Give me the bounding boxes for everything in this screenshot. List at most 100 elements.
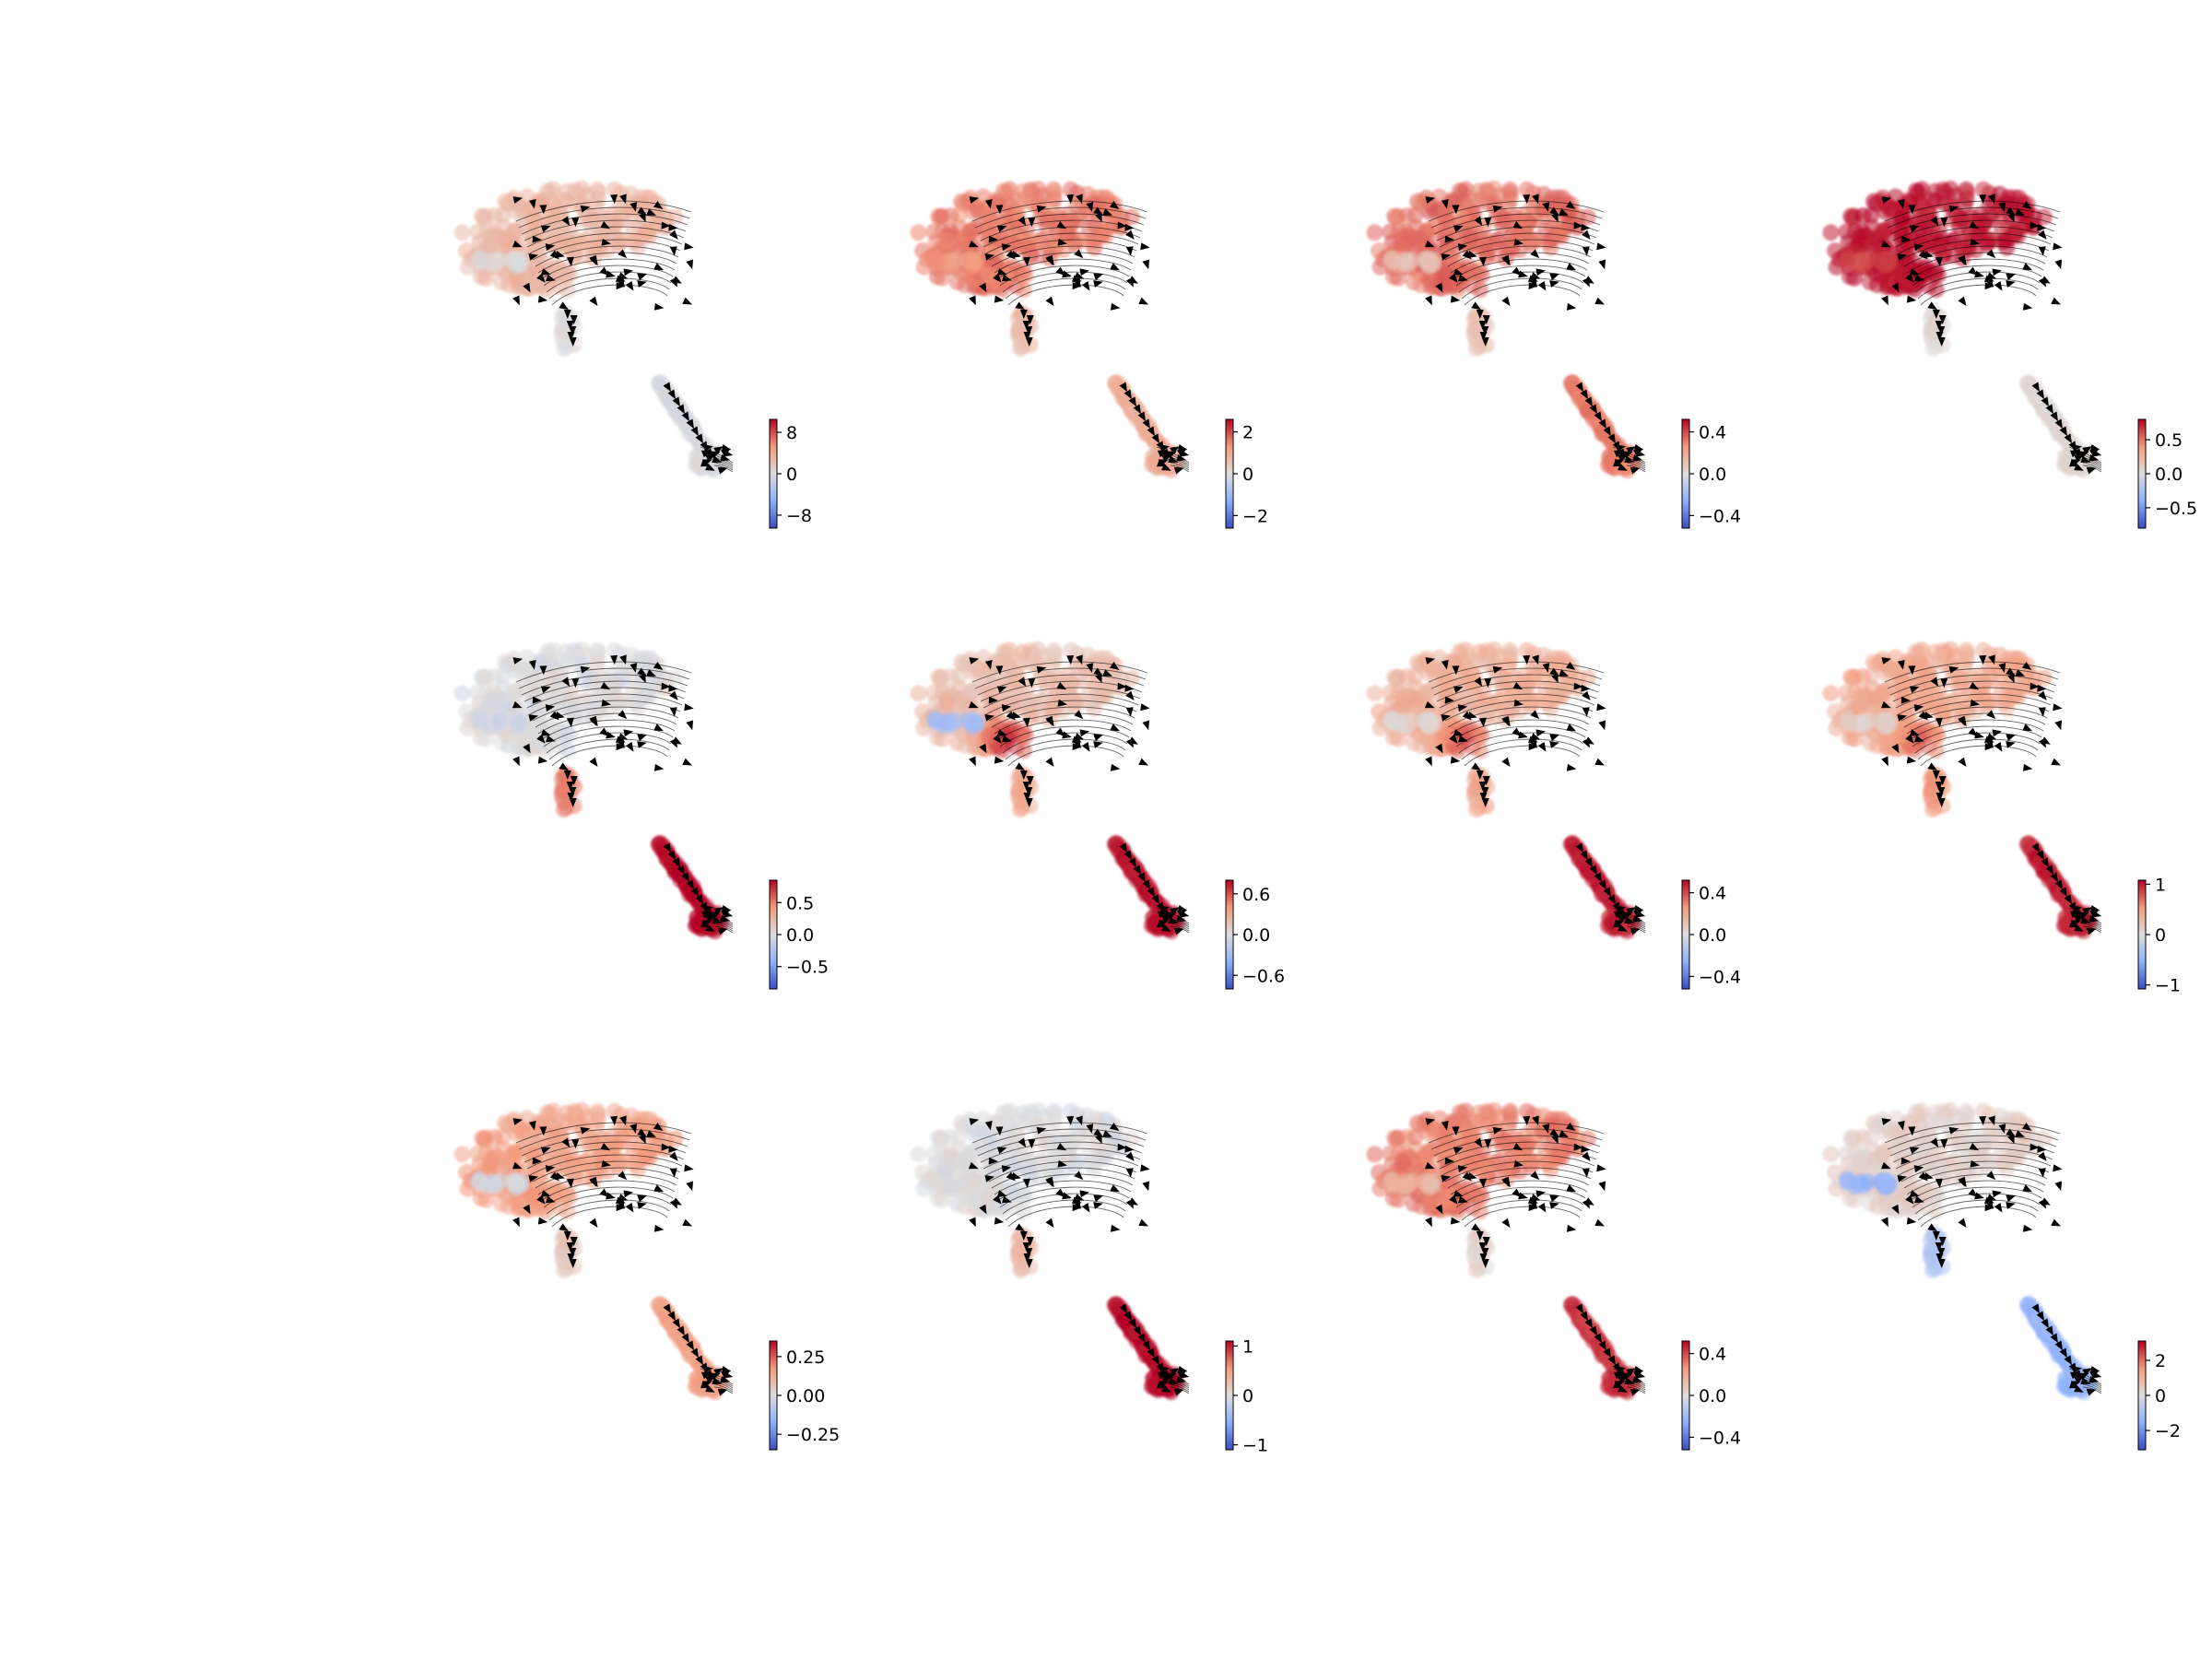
streamline (1458, 271, 1584, 293)
velocity-arrow (700, 450, 712, 458)
velocity-arrow (1147, 426, 1155, 437)
panel-r2-c1: 0.50.0−0.5 (453, 641, 829, 990)
velocity-arrow (606, 270, 616, 278)
velocity-arrow (1881, 295, 1888, 306)
cell-point (1893, 208, 1911, 226)
cell-point (469, 223, 487, 241)
colorbar-tick-label: 0.5 (2155, 430, 2183, 451)
velocity-arrow (686, 259, 694, 270)
cell-point (1383, 712, 1401, 729)
cell-point (1927, 281, 1945, 299)
cell-point (1421, 712, 1439, 730)
velocity-arrow (2006, 273, 2017, 281)
cell-point (942, 207, 959, 224)
colorbar: 0.40.0−0.4 (1681, 418, 1741, 529)
velocity-arrow (1535, 268, 1547, 276)
cell-point (471, 251, 488, 268)
colorbar-tick-label: 0.0 (1699, 925, 1726, 946)
cell-point (1009, 326, 1027, 344)
velocity-arrow (1582, 276, 1590, 288)
cell-point (1822, 685, 1840, 702)
velocity-arrow (1125, 707, 1134, 717)
velocity-arrow (994, 295, 1005, 303)
velocity-arrow (1492, 205, 1503, 213)
velocity-arrow (1549, 734, 1560, 742)
cell-point (1005, 235, 1022, 253)
velocity-arrow (1001, 243, 1012, 252)
cell-point (1486, 180, 1503, 197)
cell-point (638, 683, 655, 700)
velocity-arrow (571, 218, 580, 228)
cell-points (910, 641, 1186, 940)
cell-point (947, 252, 964, 269)
cell-point (1927, 742, 1945, 759)
streamline (540, 258, 676, 280)
streamline (991, 245, 1135, 267)
velocity-arrow (667, 389, 676, 400)
velocity-arrow (1018, 216, 1027, 227)
streamline (1002, 271, 1128, 293)
cell-point (910, 685, 927, 702)
velocity-arrow (669, 229, 678, 240)
cell-point (1107, 374, 1124, 392)
cell-point (961, 222, 979, 240)
cell-point (1518, 181, 1535, 198)
cell-point (1418, 222, 1435, 240)
velocity-arrow (993, 273, 1002, 283)
velocity-arrow (653, 302, 665, 311)
velocity-arrow (669, 276, 677, 288)
velocity-arrow (1566, 763, 1577, 771)
velocity-arrow (1518, 270, 1528, 278)
velocity-arrow (1559, 208, 1569, 216)
velocity-arrow (1025, 326, 1033, 335)
velocity-arrow (536, 273, 546, 283)
velocity-arrow (1072, 275, 1082, 282)
streamline (700, 446, 734, 464)
velocity-arrow (539, 205, 547, 215)
velocity-arrow (619, 194, 627, 205)
cell-point (1511, 241, 1528, 259)
velocity-arrow (646, 208, 656, 216)
velocity-arrow (1958, 296, 1967, 307)
panel-r2-c4: 10−1 (1822, 641, 2181, 996)
cell-point (1015, 742, 1032, 759)
velocity-arrow (661, 221, 671, 229)
velocity-arrow (712, 455, 723, 463)
velocity-arrows (512, 194, 734, 475)
velocity-arrow (1062, 270, 1072, 278)
cell-point (965, 712, 982, 730)
cell-point (1437, 266, 1454, 284)
velocity-arrow (2051, 297, 2062, 305)
velocity-arrow (1079, 268, 1090, 276)
cell-point (524, 727, 542, 745)
cell-point (1461, 235, 1478, 253)
velocity-arrow (996, 268, 1007, 276)
velocity-arrow (637, 273, 648, 281)
velocity-arrow (720, 453, 731, 462)
cell-point (1500, 197, 1517, 215)
velocity-arrow (599, 266, 609, 276)
velocity-arrow (1537, 741, 1547, 752)
velocity-arrow (1125, 276, 1134, 288)
cell-point (1416, 653, 1433, 671)
velocity-arrow (1125, 246, 1134, 256)
velocity-arrow (1125, 229, 1135, 240)
cell-point (942, 668, 959, 685)
cell-point (981, 727, 998, 745)
velocity-arrow (1026, 315, 1034, 324)
velocity-arrow (616, 282, 626, 290)
cell-point (2019, 835, 2037, 853)
velocity-arrow (569, 326, 577, 335)
streamline (537, 252, 677, 274)
velocity-arrow (1173, 466, 1184, 475)
velocity-arrow (705, 463, 715, 471)
cell-point (1872, 653, 1889, 671)
streamline (1455, 265, 1586, 287)
velocity-arrow (2053, 242, 2063, 251)
cell-points (453, 641, 730, 940)
cell-point (1838, 684, 1855, 701)
velocity-arrow (669, 246, 677, 256)
cell-point (947, 712, 964, 730)
velocity-arrow (600, 220, 611, 229)
